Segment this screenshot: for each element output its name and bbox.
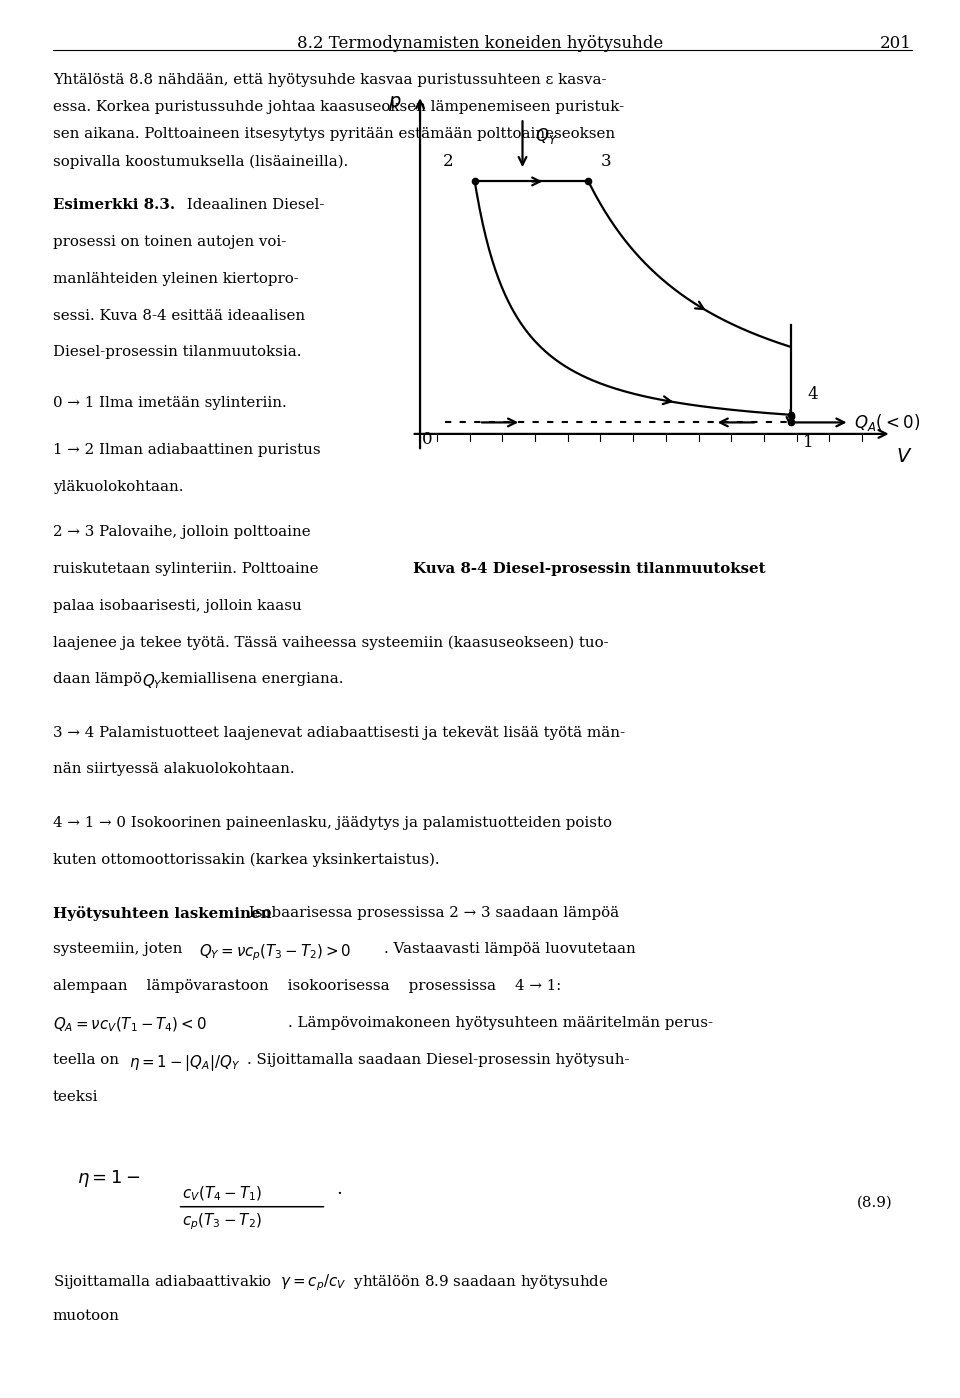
- Text: Isobaarisessa prosessissa 2 → 3 saadaan lämpöä: Isobaarisessa prosessissa 2 → 3 saadaan …: [244, 906, 619, 920]
- Text: Hyötysuhteen laskeminen: Hyötysuhteen laskeminen: [53, 906, 272, 920]
- Text: essa. Korkea puristussuhde johtaa kaasuseoksen lämpenemiseen puristuk-: essa. Korkea puristussuhde johtaa kaasus…: [53, 101, 624, 115]
- Text: $p$: $p$: [388, 95, 401, 113]
- Text: alempaan    lämpövarastoon    isokoorisessa    prosessissa    4 → 1:: alempaan lämpövarastoon isokoorisessa pr…: [53, 979, 561, 993]
- Text: kemiallisena energiana.: kemiallisena energiana.: [156, 672, 344, 686]
- Text: 4 → 1 → 0 Isokoorinen paineenlasku, jäädytys ja palamistuotteiden poisto: 4 → 1 → 0 Isokoorinen paineenlasku, jääd…: [53, 815, 612, 829]
- Text: palaa isobaarisesti, jolloin kaasu: palaa isobaarisesti, jolloin kaasu: [53, 598, 301, 612]
- Text: $c_p\left(T_3 - T_2\right)$: $c_p\left(T_3 - T_2\right)$: [182, 1211, 262, 1232]
- Text: systeemiin, joten: systeemiin, joten: [53, 942, 192, 956]
- Text: $Q_Y = \nu c_p(T_3 - T_2) > 0$: $Q_Y = \nu c_p(T_3 - T_2) > 0$: [199, 942, 351, 963]
- Text: teeksi: teeksi: [53, 1089, 98, 1103]
- Text: kuten ottomoottorissakin (karkea yksinkertaistus).: kuten ottomoottorissakin (karkea yksinke…: [53, 853, 440, 867]
- Text: $c_V\left(T_4 - T_1\right)$: $c_V\left(T_4 - T_1\right)$: [182, 1184, 263, 1202]
- Text: prosessi on toinen autojen voi-: prosessi on toinen autojen voi-: [53, 235, 286, 249]
- Text: muotoon: muotoon: [53, 1310, 120, 1324]
- Text: 1: 1: [804, 433, 814, 452]
- Text: Esimerkki 8.3.: Esimerkki 8.3.: [53, 199, 175, 212]
- Text: ruiskutetaan sylinteriin. Polttoaine: ruiskutetaan sylinteriin. Polttoaine: [53, 562, 319, 576]
- Text: . Sijoittamalla saadaan Diesel-prosessin hyötysuh-: . Sijoittamalla saadaan Diesel-prosessin…: [247, 1053, 629, 1067]
- Text: nän siirtyessä alakuolokohtaan.: nän siirtyessä alakuolokohtaan.: [53, 762, 295, 776]
- Text: sessi. Kuva 8-4 esittää ideaalisen: sessi. Kuva 8-4 esittää ideaalisen: [53, 309, 305, 323]
- Text: $\eta = 1 - |Q_A|/Q_Y$: $\eta = 1 - |Q_A|/Q_Y$: [129, 1053, 240, 1072]
- Text: 1 → 2 Ilman adiabaattinen puristus: 1 → 2 Ilman adiabaattinen puristus: [53, 443, 321, 457]
- Text: yläkuolokohtaan.: yläkuolokohtaan.: [53, 481, 183, 495]
- Text: manlähteiden yleinen kiertopro-: manlähteiden yleinen kiertopro-: [53, 271, 299, 285]
- Text: sen aikana. Polttoaineen itsesytytys pyritään estämään polttoaineseoksen: sen aikana. Polttoaineen itsesytytys pyr…: [53, 127, 615, 141]
- Text: Diesel-prosessin tilanmuutoksia.: Diesel-prosessin tilanmuutoksia.: [53, 345, 301, 359]
- Text: 2: 2: [444, 152, 454, 171]
- Text: 3: 3: [601, 152, 612, 171]
- Text: $\eta = 1 -$: $\eta = 1 -$: [77, 1167, 140, 1188]
- Text: Kuva 8-4 Diesel-prosessin tilanmuutokset: Kuva 8-4 Diesel-prosessin tilanmuutokset: [413, 562, 765, 576]
- Text: $Q_A = \nu c_V(T_1 - T_4) < 0$: $Q_A = \nu c_V(T_1 - T_4) < 0$: [53, 1016, 206, 1035]
- Text: daan lämpö: daan lämpö: [53, 672, 147, 686]
- Text: $Q_Y$: $Q_Y$: [142, 672, 163, 691]
- Text: .: .: [336, 1180, 342, 1198]
- Text: . Vastaavasti lämpöä luovutetaan: . Vastaavasti lämpöä luovutetaan: [384, 942, 636, 956]
- Text: 0 → 1 Ilma imetään sylinteriin.: 0 → 1 Ilma imetään sylinteriin.: [53, 396, 286, 410]
- Text: 3 → 4 Palamistuotteet laajenevat adiabaattisesti ja tekevät lisää työtä män-: 3 → 4 Palamistuotteet laajenevat adiabaa…: [53, 726, 625, 740]
- Text: Ideaalinen Diesel-: Ideaalinen Diesel-: [182, 199, 324, 212]
- Text: teella on: teella on: [53, 1053, 124, 1067]
- Text: 8.2 Termodynamisten koneiden hyötysuhde: 8.2 Termodynamisten koneiden hyötysuhde: [297, 35, 663, 52]
- Text: Yhtälöstä 8.8 nähdään, että hyötysuhde kasvaa puristussuhteen ε kasva-: Yhtälöstä 8.8 nähdään, että hyötysuhde k…: [53, 73, 607, 87]
- Text: 4: 4: [807, 386, 818, 404]
- Text: 2 → 3 Palovaihe, jolloin polttoaine: 2 → 3 Palovaihe, jolloin polttoaine: [53, 526, 310, 540]
- Text: $Q_A(<0)$: $Q_A(<0)$: [853, 412, 920, 433]
- Text: Sijoittamalla adiabaattivakio  $\gamma = c_p/c_V$  yhtälöön 8.9 saadaan hyötysuh: Sijoittamalla adiabaattivakio $\gamma = …: [53, 1272, 609, 1293]
- Text: laajenee ja tekee työtä. Tässä vaiheessa systeemiin (kaasuseokseen) tuo-: laajenee ja tekee työtä. Tässä vaiheessa…: [53, 636, 609, 650]
- Text: sopivalla koostumuksella (lisäaineilla).: sopivalla koostumuksella (lisäaineilla).: [53, 154, 348, 169]
- Text: 0: 0: [422, 431, 433, 447]
- Text: (8.9): (8.9): [857, 1195, 893, 1209]
- Text: $V$: $V$: [896, 447, 912, 466]
- Text: . Lämpövoimakoneen hyötysuhteen määritelmän perus-: . Lämpövoimakoneen hyötysuhteen määritel…: [288, 1016, 713, 1030]
- Text: $Q_Y$: $Q_Y$: [535, 126, 558, 145]
- Text: 201: 201: [880, 35, 912, 52]
